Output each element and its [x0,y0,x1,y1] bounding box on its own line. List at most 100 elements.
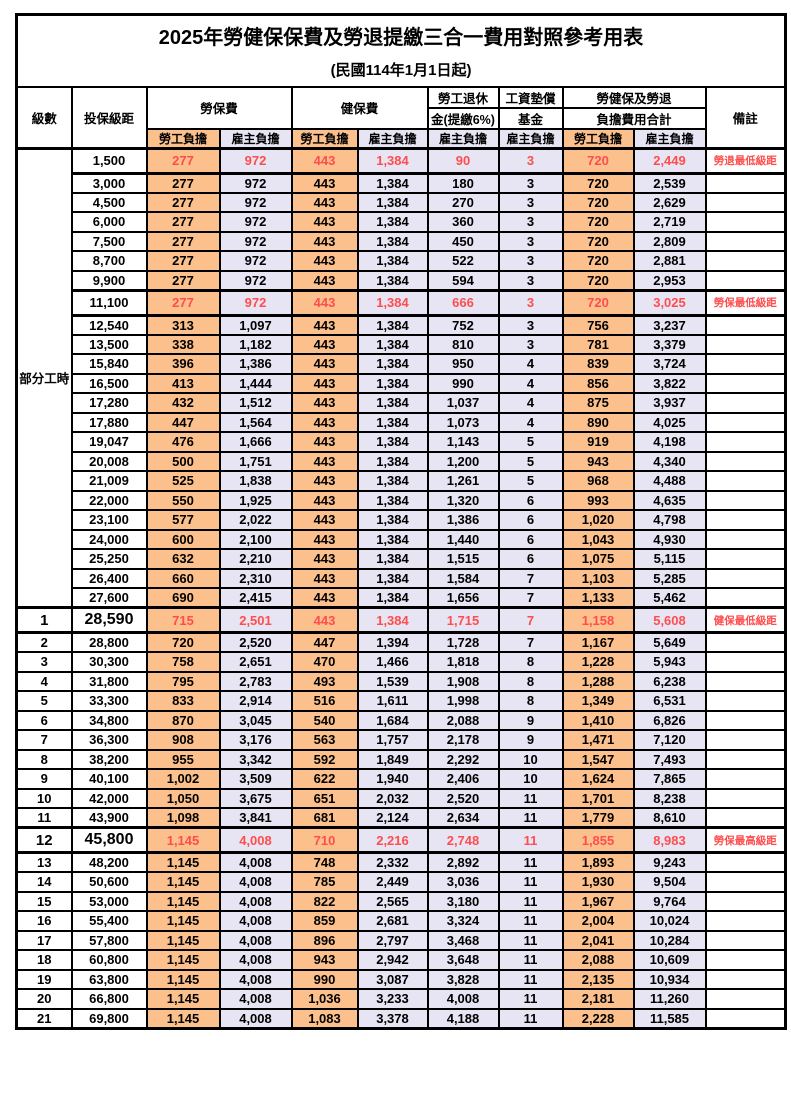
cell-wagefund-employer: 9 [497,709,564,731]
cell-total-employee: 890 [561,411,635,433]
cell-labor-employee: 720 [145,631,221,653]
cell-total-employee: 2,041 [561,929,635,951]
note-cell [704,890,787,912]
header-health-group: 健保費 [290,85,429,130]
bracket-cell: 20,008 [70,450,148,472]
note-cell [704,729,787,751]
cell-labor-employee: 660 [145,567,221,589]
cell-labor-employer: 1,444 [218,372,293,394]
note-cell [704,353,787,375]
cell-health-employer: 1,466 [356,651,429,673]
table-row: 9,900 277 972 443 1,384 594 3 720 2,953 [17,269,787,291]
cell-health-employer: 1,384 [356,392,429,414]
note-cell [704,768,787,790]
cell-labor-employer: 4,008 [218,910,293,932]
cell-total-employee: 2,135 [561,968,635,990]
level-cell: 13 [15,851,73,873]
note-cell [704,929,787,951]
cell-labor-employer: 4,008 [218,929,293,951]
note-cell [704,871,787,893]
level-cell: 7 [15,729,73,751]
bracket-cell: 4,500 [70,191,148,213]
cell-total-employee: 1,043 [561,528,635,550]
cell-total-employer: 8,238 [632,787,707,809]
cell-health-employee: 443 [290,548,359,570]
cell-labor-employee: 277 [145,230,221,252]
cell-total-employee: 1,103 [561,567,635,589]
cell-total-employer: 2,881 [632,250,707,272]
bracket-cell: 16,500 [70,372,148,394]
bracket-cell: 50,600 [70,871,148,893]
cell-total-employer: 4,488 [632,470,707,492]
cell-labor-employer: 2,415 [218,587,293,609]
cell-pension-employer: 2,520 [426,787,500,809]
cell-wagefund-employer: 11 [497,890,564,912]
cell-labor-employee: 1,002 [145,768,221,790]
cell-health-employer: 2,681 [356,910,429,932]
cell-wagefund-employer: 6 [497,528,564,550]
cell-pension-employer: 1,037 [426,392,500,414]
cell-total-employer: 5,462 [632,587,707,609]
cell-health-employee: 443 [290,333,359,355]
cell-pension-employer: 2,178 [426,729,500,751]
cell-health-employee: 443 [290,353,359,375]
cell-total-employee: 1,020 [561,509,635,531]
bracket-cell: 42,000 [70,787,148,809]
cell-labor-employee: 577 [145,509,221,531]
cell-total-employer: 5,115 [632,548,707,570]
cell-wagefund-employer: 3 [497,230,564,252]
cell-health-employer: 1,384 [356,470,429,492]
table-row: 3,000 277 972 443 1,384 180 3 720 2,539 [17,172,787,194]
cell-health-employer: 2,332 [356,851,429,873]
cell-labor-employee: 955 [145,748,221,770]
bracket-cell: 12,540 [70,314,148,336]
cell-wagefund-employer: 11 [497,826,564,854]
table-row: 9 40,100 1,002 3,509 622 1,940 2,406 10 1,624 7,8… [15,768,787,790]
note-cell [704,333,787,355]
cell-labor-employee: 447 [145,411,221,433]
table-row: 部分工時 1,500 277 972 443 1,384 90 3 720 2,449 勞退最低級距 [15,146,787,609]
table-row: 11 43,900 1,098 3,841 681 2,124 2,634 11 1,779 8,… [15,807,787,829]
header-wagefund-line2: 基金 [497,106,564,130]
bracket-cell: 66,800 [70,988,148,1010]
note-cell [704,651,787,673]
note-cell [704,172,787,194]
cell-labor-employee: 1,145 [145,890,221,912]
bracket-cell: 8,700 [70,250,148,272]
table-row: 15 53,000 1,145 4,008 822 2,565 3,180 11 1,967 9,… [15,890,787,912]
cell-total-employee: 1,133 [561,587,635,609]
cell-total-employer: 9,243 [632,851,707,873]
note-cell [704,631,787,653]
cell-total-employee: 1,167 [561,631,635,653]
cell-health-employee: 1,036 [290,988,359,1010]
cell-pension-employer: 2,892 [426,851,500,873]
cell-labor-employer: 2,022 [218,509,293,531]
cell-health-employee: 443 [290,411,359,433]
cell-labor-employer: 3,841 [218,807,293,829]
cell-health-employee: 443 [290,528,359,550]
cell-wagefund-employer: 7 [497,567,564,589]
cell-health-employee: 681 [290,807,359,829]
cell-wagefund-employer: 7 [497,631,564,653]
cell-labor-employer: 1,564 [218,411,293,433]
cell-pension-employer: 1,261 [426,470,500,492]
cell-pension-employer: 1,440 [426,528,500,550]
cell-health-employee: 443 [290,146,359,175]
cell-total-employee: 720 [561,269,635,291]
cell-health-employer: 1,394 [356,631,429,653]
cell-total-employee: 2,004 [561,910,635,932]
cell-wagefund-employer: 4 [497,392,564,414]
note-cell [704,787,787,809]
cell-total-employer: 2,809 [632,230,707,252]
cell-total-employer: 3,237 [632,314,707,336]
cell-health-employee: 859 [290,910,359,932]
cell-labor-employee: 833 [145,690,221,712]
cell-total-employer: 10,284 [632,929,707,951]
cell-labor-employer: 1,097 [218,314,293,336]
cell-pension-employer: 2,292 [426,748,500,770]
table-row: 20,008 500 1,751 443 1,384 1,200 5 943 4,340 [17,450,787,472]
cell-pension-employer: 990 [426,372,500,394]
table-row: 7,500 277 972 443 1,384 450 3 720 2,809 [17,230,787,252]
cell-health-employee: 443 [290,509,359,531]
table-row: 2 28,800 720 2,520 447 1,394 1,728 7 1,167 5,649 [15,631,787,653]
